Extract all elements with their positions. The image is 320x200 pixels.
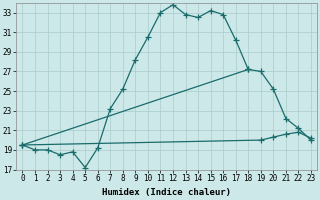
X-axis label: Humidex (Indice chaleur): Humidex (Indice chaleur) — [102, 188, 231, 197]
